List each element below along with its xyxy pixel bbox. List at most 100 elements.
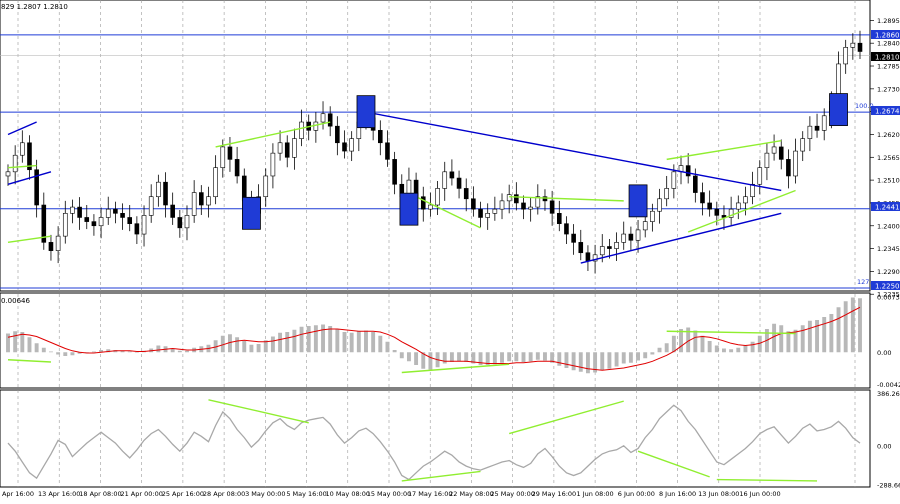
candle-body xyxy=(428,204,433,210)
x-tick-label: 13 Jun 08:00 xyxy=(698,490,739,498)
candle-body xyxy=(463,188,469,200)
x-tick-label: Apr 16:00 xyxy=(2,490,34,498)
price-tick-label: 1.2620 xyxy=(877,131,900,139)
macd-divergence-line xyxy=(401,363,510,374)
macd-bar xyxy=(464,352,469,362)
price-tick-label: 1.2785 xyxy=(877,63,900,71)
price-tick-label: 1.2840 xyxy=(877,40,900,48)
candle-body xyxy=(521,202,526,210)
x-tick-label: 8 Jun 16:00 xyxy=(659,490,696,498)
candle-body xyxy=(621,233,627,243)
macd-divergence-lines xyxy=(7,330,796,374)
candle-body xyxy=(499,200,505,210)
fib-label-127: 127. xyxy=(857,278,871,286)
macd-bar xyxy=(364,330,368,353)
candle-body xyxy=(607,246,612,249)
candle-body xyxy=(292,138,297,158)
cci-line xyxy=(7,404,861,481)
candle-body xyxy=(485,213,490,218)
macd-bar xyxy=(736,347,741,353)
symbol-header: 829 1.2807 1.2810 xyxy=(1,3,68,11)
candle-body xyxy=(757,167,763,185)
macd-bar xyxy=(378,335,383,353)
candle-body xyxy=(77,206,82,218)
macd-bar xyxy=(521,352,526,362)
x-tick-label: 22 May 08:00 xyxy=(449,490,494,498)
macd-pane xyxy=(0,292,871,389)
macd-bar xyxy=(306,326,311,353)
macd-divergence-line xyxy=(7,359,51,363)
macd-bar xyxy=(70,352,75,356)
candle-body xyxy=(714,208,720,216)
trend-line xyxy=(687,189,796,233)
macd-bar xyxy=(607,352,612,369)
macd-bar xyxy=(392,350,397,353)
candle-body xyxy=(778,146,784,160)
candle-body xyxy=(313,121,319,131)
candle-body xyxy=(5,171,11,177)
candle-body xyxy=(635,229,641,241)
macd-bar xyxy=(34,343,39,353)
candle-body xyxy=(642,221,648,231)
x-tick-label: 10 May 08:00 xyxy=(325,490,370,498)
macd-bar xyxy=(628,352,633,363)
macd-bar xyxy=(600,352,605,371)
candle-body xyxy=(549,200,555,214)
candle-body xyxy=(556,213,562,224)
macd-bar xyxy=(41,347,46,353)
candle-body xyxy=(62,213,68,237)
candle-body xyxy=(786,159,791,177)
candle-body xyxy=(478,208,483,218)
candle-body xyxy=(850,42,856,48)
macd-bar xyxy=(707,341,712,353)
macd-bar xyxy=(371,332,376,353)
macd-bar xyxy=(514,352,519,362)
macd-bar xyxy=(722,348,726,353)
candle-body xyxy=(335,125,340,144)
candle-body xyxy=(191,192,197,216)
macd-bar xyxy=(313,325,318,353)
macd-title: 0.00646 xyxy=(1,297,30,305)
trend-line xyxy=(365,111,782,192)
price-tick-label: 1.2235 xyxy=(877,291,900,299)
macd-bar xyxy=(650,352,655,355)
candle-body xyxy=(700,192,705,204)
macd-bar xyxy=(242,341,247,353)
candle-body xyxy=(814,125,820,131)
trend-line xyxy=(7,171,52,185)
candle-body xyxy=(34,169,39,206)
macd-bar xyxy=(679,329,683,353)
candle-body xyxy=(392,159,397,185)
cci-divergence-lines xyxy=(208,399,818,482)
cci-tick-label: 386.2645 xyxy=(877,390,900,398)
candle-body xyxy=(793,150,798,177)
candle-body xyxy=(220,146,226,168)
macd-bar xyxy=(585,352,590,374)
candle-body xyxy=(442,171,448,189)
macd-bar xyxy=(99,350,104,353)
macd-histogram xyxy=(6,297,862,374)
label-top-level: 1.2860 xyxy=(871,30,900,40)
candle-body xyxy=(599,246,605,256)
macd-tick-label: 0.00 xyxy=(877,349,891,357)
trend-line xyxy=(7,235,52,244)
price-pane xyxy=(0,0,871,292)
macd-bar xyxy=(185,350,189,353)
candle-body xyxy=(105,208,111,218)
candle-body xyxy=(55,235,61,251)
macd-bar xyxy=(564,352,569,368)
cci-divergence-line xyxy=(208,399,309,424)
candle-body xyxy=(134,223,140,235)
macd-bar xyxy=(235,337,240,353)
trend-line xyxy=(580,212,782,264)
macd-bar xyxy=(227,334,232,353)
x-tick-label: 3 May 00:00 xyxy=(245,490,285,498)
macd-bar xyxy=(593,352,598,373)
macd-bar xyxy=(578,352,583,372)
svg-text:1.2860: 1.2860 xyxy=(875,32,900,40)
macd-bar xyxy=(614,352,619,367)
macd-bar xyxy=(349,332,354,353)
candle-body xyxy=(199,192,204,206)
macd-tick-label: 0.00738 xyxy=(877,293,900,301)
candle-body xyxy=(506,194,512,202)
